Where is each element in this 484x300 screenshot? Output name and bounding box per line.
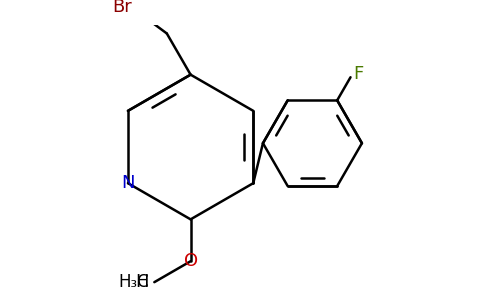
Text: H₃C: H₃C [118,273,149,291]
Text: N: N [121,174,135,192]
Text: H: H [135,273,149,291]
Text: O: O [183,252,197,270]
Text: F: F [353,65,363,83]
Text: Br: Br [112,0,132,16]
